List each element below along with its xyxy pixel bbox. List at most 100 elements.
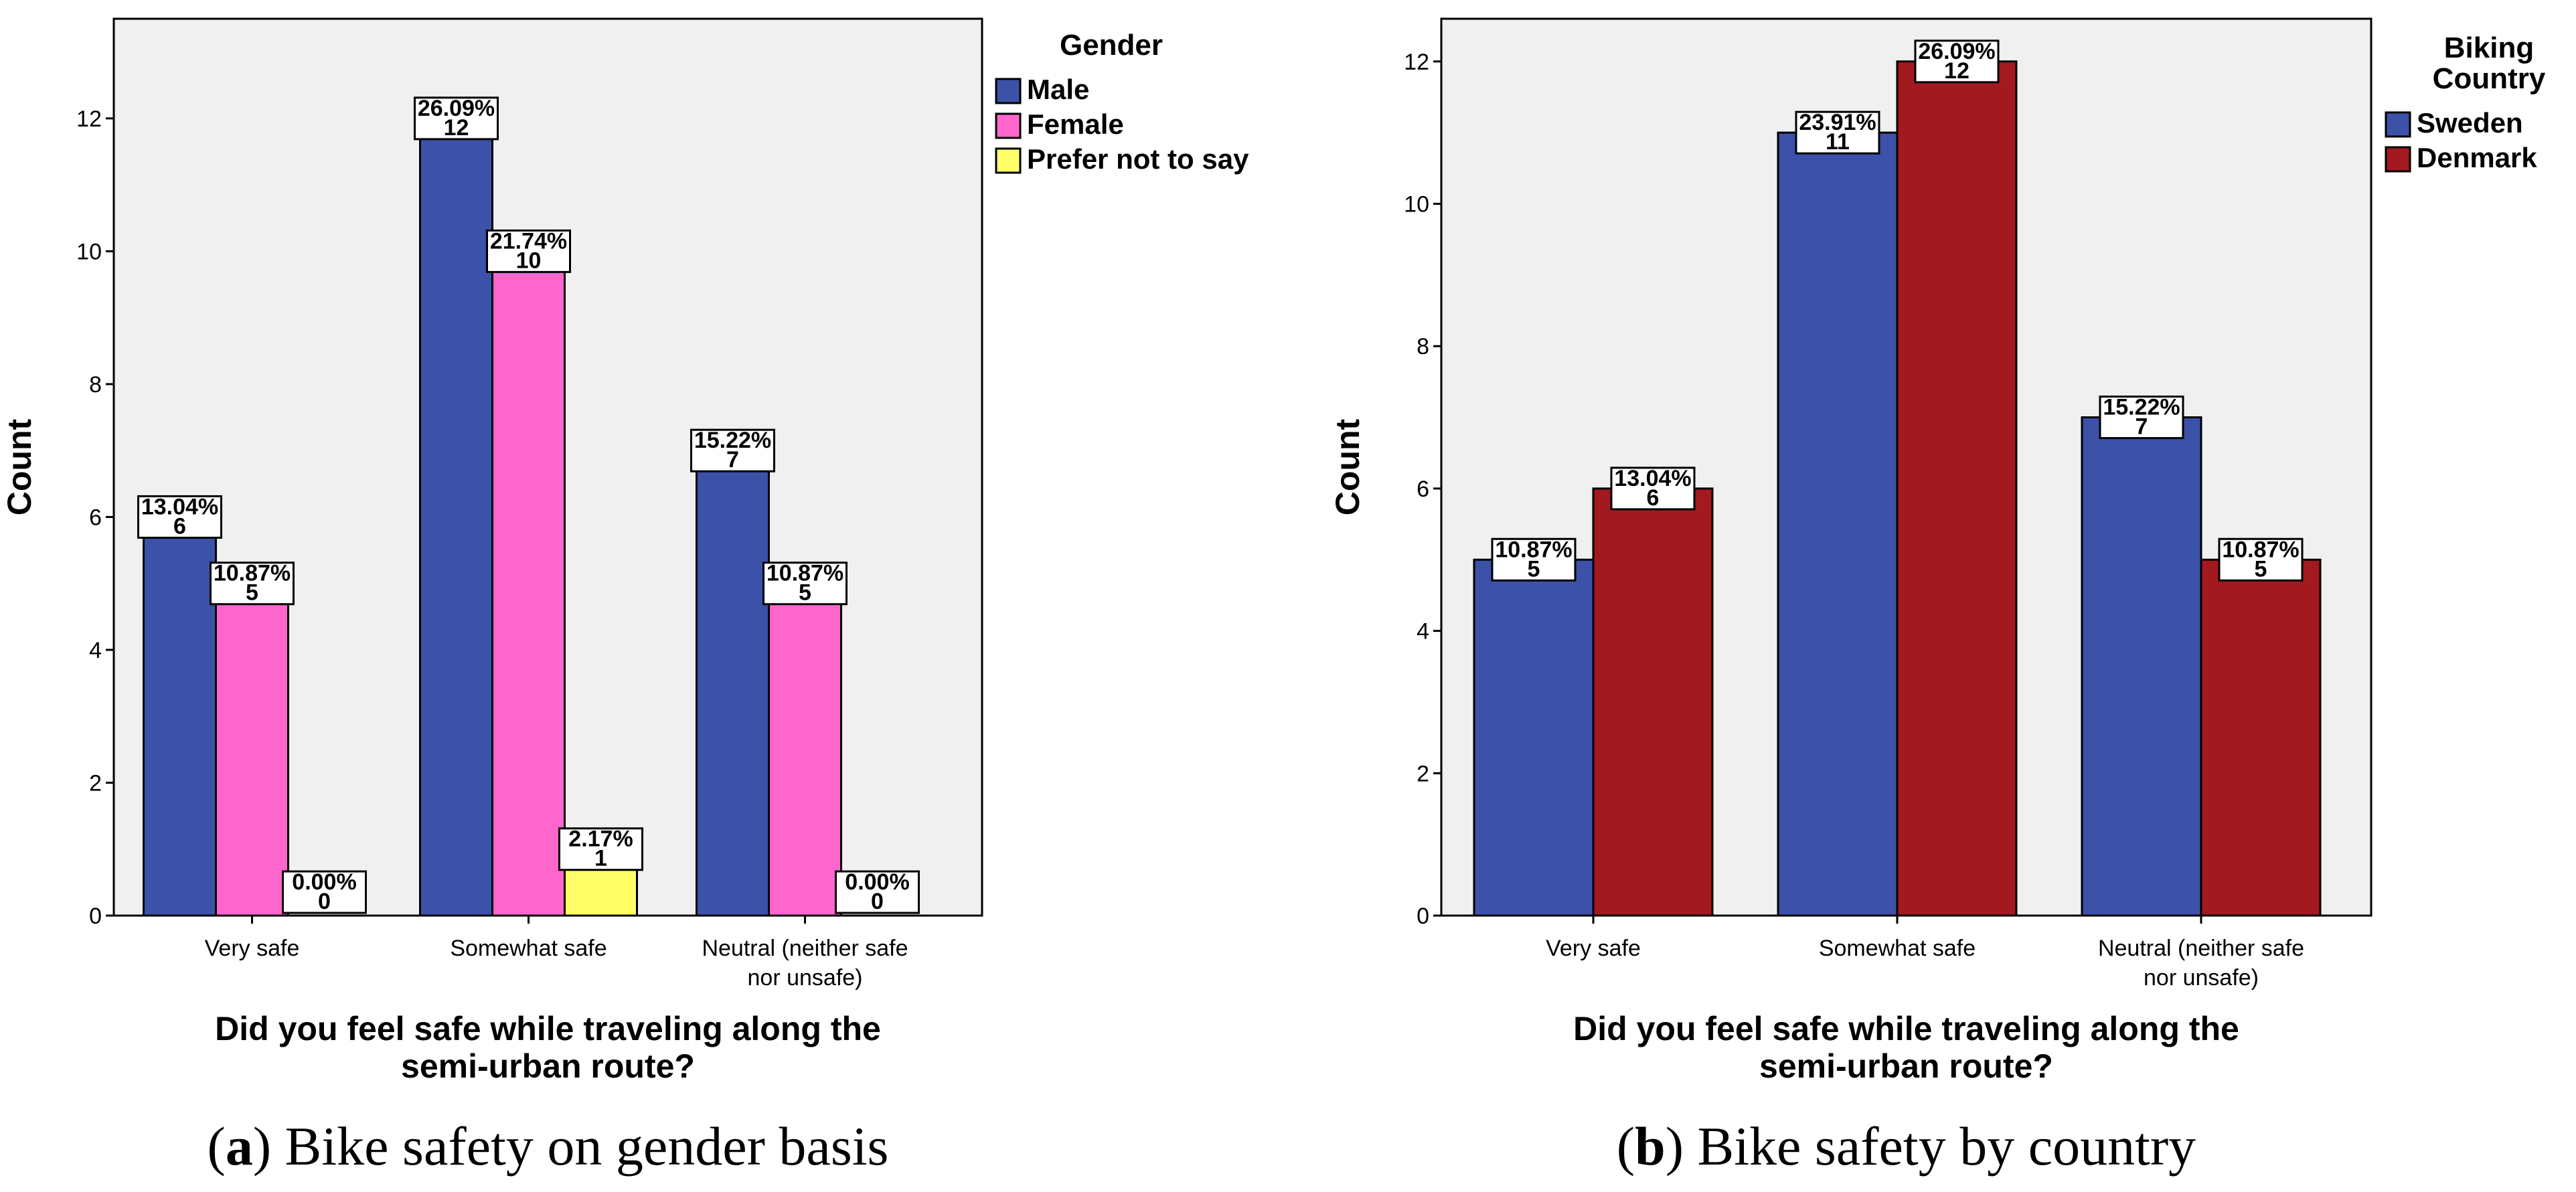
data-label-count: 0	[318, 889, 331, 914]
legend-item: Male	[1027, 74, 1089, 105]
y-tick-label: 12	[1404, 50, 1429, 75]
bar-female	[491, 250, 566, 917]
caption-close-paren: )	[253, 1116, 285, 1177]
data-label-box	[414, 96, 499, 141]
bar-male	[696, 449, 770, 917]
data-label-count: 5	[246, 580, 258, 606]
legend-swatch	[2385, 146, 2411, 173]
data-label-percent: 15.22%	[694, 428, 771, 453]
y-tick-label: 0	[89, 904, 102, 929]
data-label-box	[1914, 39, 2000, 84]
bar-denmark	[1896, 60, 2018, 917]
legend-swatch	[995, 112, 1022, 139]
data-label-percent: 23.91%	[1799, 110, 1876, 135]
y-tick-label: 8	[1417, 334, 1429, 359]
data-label-count: 11	[1826, 129, 1850, 155]
bar-denmark	[1592, 487, 1714, 917]
data-label-box	[558, 827, 643, 871]
data-label-box	[1491, 537, 1577, 582]
y-tick-label: 4	[89, 638, 102, 663]
bar-male	[143, 515, 217, 917]
x-tick-label: nor unsafe)	[2144, 965, 2259, 991]
data-label-percent: 10.87%	[214, 561, 291, 586]
caption-open-paren: (	[1617, 1116, 1635, 1177]
x-axis-title: semi-urban route?	[401, 1047, 695, 1085]
data-label-box	[282, 870, 367, 914]
x-tick-label: Somewhat safe	[450, 936, 607, 961]
data-label-count: 5	[2255, 556, 2267, 582]
legend-swatch	[995, 78, 1022, 104]
data-label-percent: 26.09%	[1918, 39, 1995, 64]
figure-caption: (b) Bike safety by country	[1617, 1116, 2196, 1177]
data-label-box	[486, 229, 571, 273]
caption-open-paren: (	[208, 1116, 226, 1177]
data-label-percent: 10.87%	[1495, 537, 1572, 562]
bar-denmark	[2200, 558, 2322, 917]
data-label-box	[137, 495, 222, 539]
y-tick-label: 6	[89, 505, 102, 530]
data-label-count: 7	[2136, 414, 2148, 440]
data-label-count: 7	[726, 447, 739, 473]
data-label-percent: 15.22%	[2103, 395, 2180, 420]
legend-title: Country	[2433, 62, 2546, 95]
y-tick-label: 2	[89, 770, 102, 796]
bar-female	[215, 582, 289, 917]
data-label-percent: 10.87%	[2222, 537, 2299, 562]
legend-swatch	[2385, 111, 2411, 138]
legend-item: Female	[1027, 108, 1124, 140]
legend-item: Prefer not to say	[1027, 143, 1249, 175]
data-label-percent: 13.04%	[1614, 466, 1691, 491]
data-label-count: 6	[1647, 485, 1660, 511]
data-label-count: 12	[1944, 58, 1969, 84]
data-label-box	[2099, 396, 2184, 440]
bar-sweden	[1777, 131, 1899, 917]
data-label-count: 5	[1528, 556, 1540, 582]
caption-letter: b	[1635, 1116, 1666, 1177]
x-tick-label: Very safe	[1546, 936, 1641, 961]
bar-female	[768, 582, 842, 917]
caption-close-paren: )	[1666, 1116, 1698, 1177]
y-tick-label: 10	[76, 239, 102, 264]
data-label-percent: 21.74%	[490, 228, 567, 254]
x-tick-label: nor unsafe)	[748, 965, 863, 991]
data-label-percent: 0.00%	[292, 869, 356, 895]
y-tick-label: 10	[1404, 192, 1429, 218]
data-label-box	[690, 428, 775, 473]
y-tick-label: 2	[1417, 761, 1429, 786]
data-label-percent: 13.04%	[141, 494, 218, 519]
x-axis-title: semi-urban route?	[1759, 1047, 2053, 1085]
data-label-count: 12	[444, 115, 469, 141]
data-label-percent: 26.09%	[418, 96, 495, 121]
data-label-percent: 10.87%	[767, 561, 843, 586]
y-tick-label: 12	[76, 106, 102, 132]
data-label-box	[2218, 537, 2304, 582]
x-tick-label: Somewhat safe	[1819, 936, 1976, 961]
data-label-count: 6	[173, 513, 186, 539]
caption-text: Bike safety on gender basis	[285, 1116, 889, 1177]
data-label-count: 1	[594, 846, 607, 871]
caption-text: Bike safety by country	[1698, 1116, 2196, 1177]
data-label-box	[1795, 110, 1880, 155]
data-label-count: 0	[871, 889, 884, 914]
data-label-count: 10	[516, 248, 542, 273]
data-label-box	[210, 562, 295, 606]
legend-item: Sweden	[2417, 107, 2523, 139]
data-label-box	[835, 870, 920, 914]
x-axis-title: Did you feel safe while traveling along …	[215, 1010, 881, 1047]
bar-male	[419, 117, 493, 917]
y-tick-label: 8	[89, 372, 102, 398]
legend-title: Gender	[1060, 29, 1163, 62]
y-tick-label: 0	[1417, 904, 1429, 929]
bar-sweden	[2081, 416, 2202, 917]
y-axis-title: Count	[1, 418, 38, 515]
y-axis-title: Count	[1329, 418, 1366, 515]
data-label-box	[762, 562, 848, 606]
data-label-percent: 0.00%	[845, 869, 909, 895]
data-label-percent: 2.17%	[568, 827, 633, 852]
legend-swatch	[995, 147, 1022, 174]
legend-item: Denmark	[2417, 142, 2537, 173]
x-tick-label: Neutral (neither safe	[2098, 936, 2304, 961]
